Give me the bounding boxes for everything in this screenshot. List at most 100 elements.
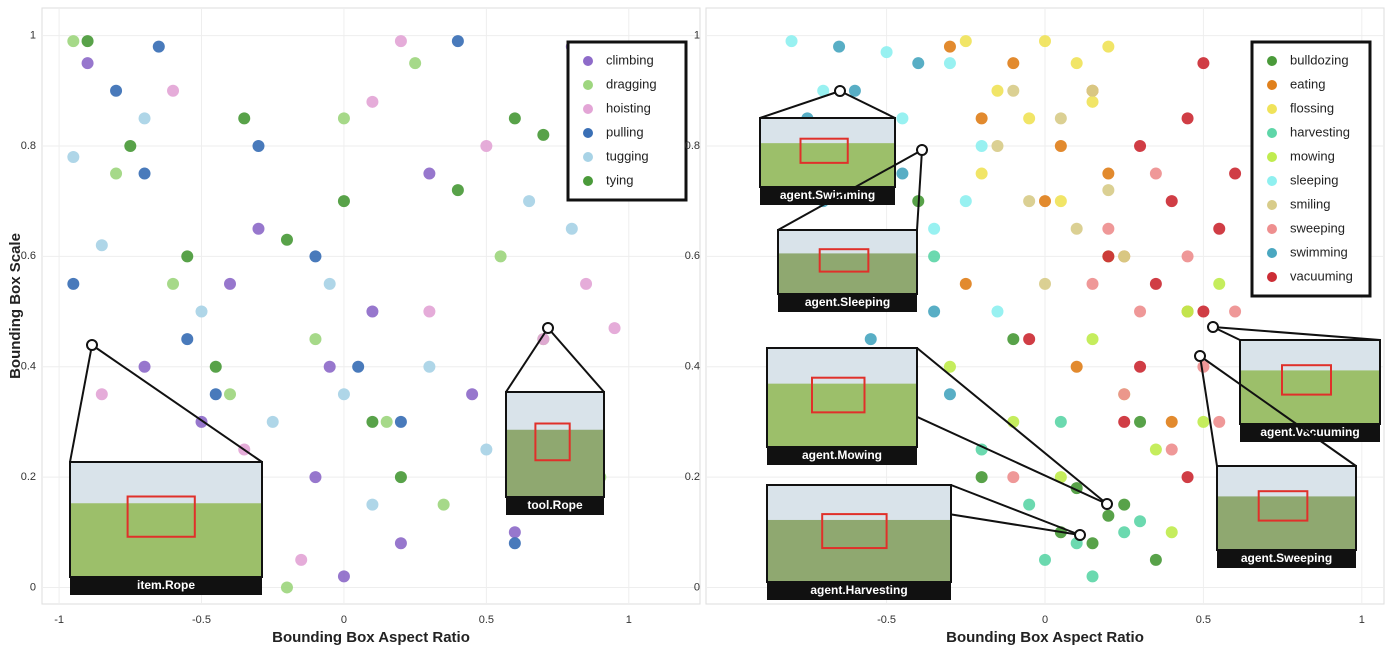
point (1118, 388, 1130, 400)
point (509, 537, 521, 549)
point (1229, 306, 1241, 318)
point (1166, 195, 1178, 207)
legend-label: dragging (606, 76, 657, 91)
legend-label: flossing (1290, 100, 1334, 115)
point (110, 85, 122, 97)
point (1007, 333, 1019, 345)
point (991, 306, 1003, 318)
point (67, 35, 79, 47)
point (944, 57, 956, 69)
point (1213, 416, 1225, 428)
point (252, 140, 264, 152)
point (395, 537, 407, 549)
point (252, 223, 264, 235)
point (1102, 223, 1114, 235)
point (1134, 515, 1146, 527)
x-axis-title: Bounding Box Aspect Ratio (272, 629, 470, 646)
point (896, 112, 908, 124)
point (67, 151, 79, 163)
point (1102, 41, 1114, 53)
legend-label: sweeping (1290, 220, 1345, 235)
point (1102, 184, 1114, 196)
legend-swatch (1267, 152, 1277, 162)
point (210, 388, 222, 400)
point (1023, 195, 1035, 207)
point (395, 471, 407, 483)
legend-swatch (1267, 128, 1277, 138)
point (1118, 526, 1130, 538)
point (1150, 443, 1162, 455)
inset-label: agent.Sweeping (1241, 551, 1332, 565)
point (912, 57, 924, 69)
point (1023, 499, 1035, 511)
legend-swatch (1267, 224, 1277, 234)
point (1039, 554, 1051, 566)
point (1055, 195, 1067, 207)
point (281, 234, 293, 246)
point (366, 416, 378, 428)
point (452, 184, 464, 196)
point (1166, 526, 1178, 538)
legend-swatch (1267, 248, 1277, 258)
y-tick-label: 1 (694, 29, 700, 41)
legend-swatch (1267, 56, 1277, 66)
point (609, 322, 621, 334)
point (1182, 112, 1194, 124)
point (82, 57, 94, 69)
inset-label: agent.Harvesting (810, 583, 907, 597)
legend-label: pulling (606, 124, 644, 139)
y-tick-label: 0.2 (685, 471, 700, 483)
point (238, 112, 250, 124)
callout-anchor (917, 145, 927, 155)
callout-anchor (1102, 499, 1112, 509)
legend-label: eating (1290, 76, 1325, 91)
point (352, 361, 364, 373)
legend-swatch (1267, 104, 1277, 114)
point (1087, 333, 1099, 345)
point (865, 333, 877, 345)
point (110, 168, 122, 180)
legend-label: swimming (1290, 244, 1348, 259)
point (537, 129, 549, 141)
point (1166, 416, 1178, 428)
point (1134, 306, 1146, 318)
legend-label: mowing (1290, 148, 1335, 163)
point (1087, 85, 1099, 97)
point (96, 239, 108, 251)
point (976, 168, 988, 180)
point (1166, 443, 1178, 455)
point (338, 112, 350, 124)
callout-anchor (835, 86, 845, 96)
point (224, 278, 236, 290)
point (366, 306, 378, 318)
point (976, 140, 988, 152)
legend-label: harvesting (1290, 124, 1350, 139)
point (580, 278, 592, 290)
point (960, 35, 972, 47)
callout-anchor (87, 340, 97, 350)
point (1007, 85, 1019, 97)
point (1182, 306, 1194, 318)
point (1087, 537, 1099, 549)
legend-swatch (583, 80, 593, 90)
legend-label: bulldozing (1290, 52, 1349, 67)
point (944, 41, 956, 53)
point (1102, 250, 1114, 262)
point (509, 526, 521, 538)
y-tick-label: 0.8 (685, 140, 700, 152)
x-tick-label: 0 (341, 614, 347, 626)
point (167, 278, 179, 290)
point (1182, 471, 1194, 483)
legend-swatch (1267, 272, 1277, 282)
point (833, 41, 845, 53)
point (1071, 361, 1083, 373)
point (452, 35, 464, 47)
point (338, 570, 350, 582)
inset-label: agent.Vacuuming (1260, 425, 1359, 439)
point (366, 499, 378, 511)
point (1007, 57, 1019, 69)
inset-label: agent.Sleeping (805, 295, 890, 309)
point (423, 168, 435, 180)
x-tick-label: 1 (626, 614, 632, 626)
x-tick-label: -0.5 (877, 614, 896, 626)
